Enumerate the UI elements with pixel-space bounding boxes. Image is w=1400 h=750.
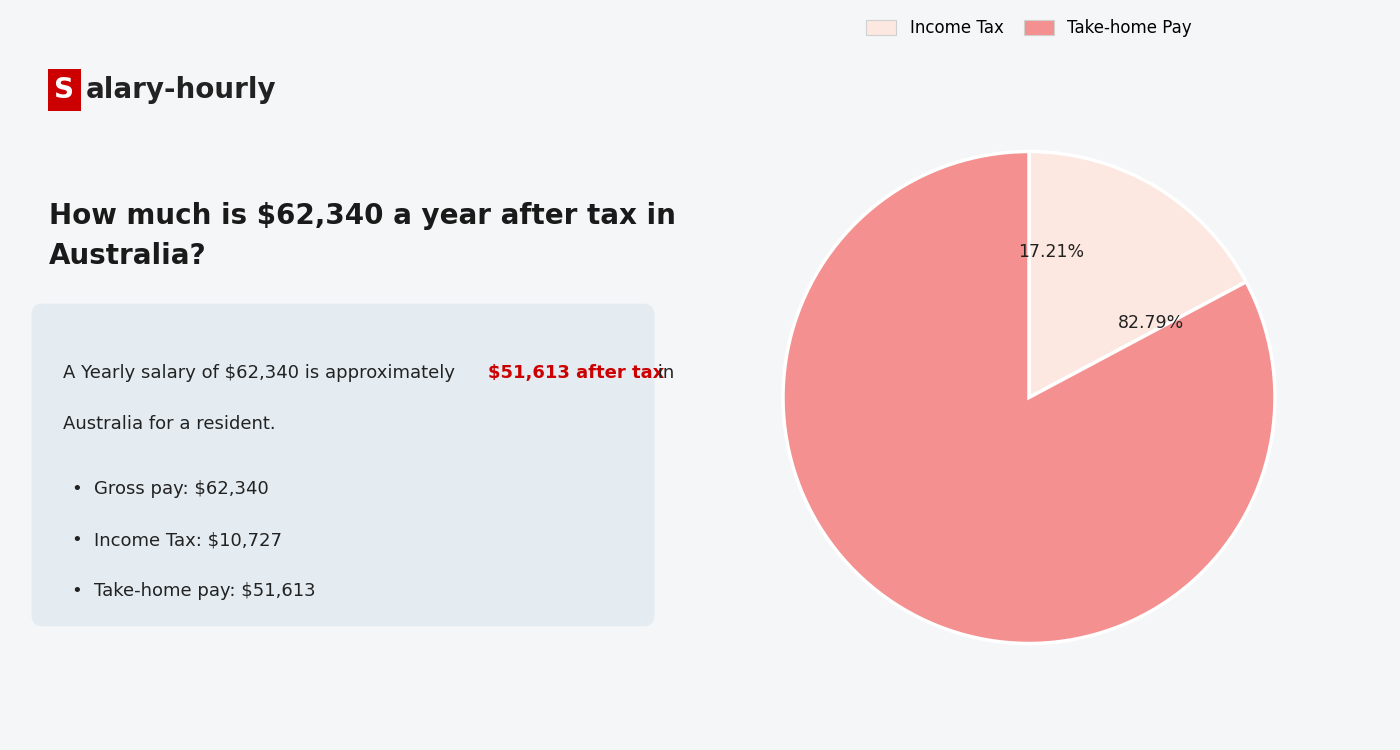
Text: 82.79%: 82.79% [1117,314,1184,332]
Wedge shape [783,152,1275,644]
FancyBboxPatch shape [31,304,655,626]
FancyBboxPatch shape [48,69,81,111]
Text: How much is $62,340 a year after tax in
Australia?: How much is $62,340 a year after tax in … [49,202,676,269]
Text: $51,613 after tax: $51,613 after tax [489,364,664,382]
Text: Gross pay: $62,340: Gross pay: $62,340 [95,480,269,498]
Text: •: • [71,582,83,600]
Text: A Yearly salary of $62,340 is approximately: A Yearly salary of $62,340 is approximat… [63,364,461,382]
Legend: Income Tax, Take-home Pay: Income Tax, Take-home Pay [860,12,1198,44]
Text: alary-hourly: alary-hourly [85,76,276,104]
Text: •: • [71,531,83,549]
Text: S: S [55,76,74,104]
Text: Australia for a resident.: Australia for a resident. [63,415,276,433]
Text: 17.21%: 17.21% [1018,242,1084,260]
Text: Take-home pay: $51,613: Take-home pay: $51,613 [95,582,316,600]
Text: in: in [652,364,675,382]
Wedge shape [1029,152,1246,398]
Text: •: • [71,480,83,498]
Text: Income Tax: $10,727: Income Tax: $10,727 [95,531,283,549]
